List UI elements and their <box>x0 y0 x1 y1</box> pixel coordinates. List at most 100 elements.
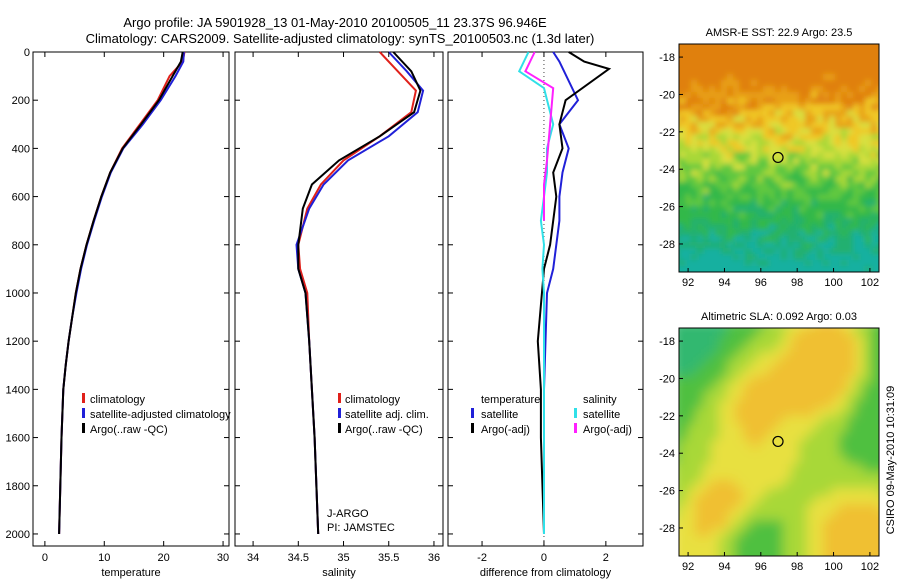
field-cell <box>889 200 896 207</box>
field-cell <box>823 472 832 481</box>
field-cell <box>703 400 712 409</box>
field-cell <box>781 212 788 219</box>
field-cell <box>695 336 704 345</box>
field-cell <box>685 68 692 75</box>
field-cell <box>865 230 872 237</box>
field-cell <box>775 384 784 393</box>
field-cell <box>763 176 770 183</box>
field-cell <box>709 152 716 159</box>
field-cell <box>877 200 879 207</box>
field-cell <box>871 80 878 87</box>
field-cell <box>847 536 856 545</box>
field-cell <box>751 218 758 225</box>
field-cell <box>781 122 788 129</box>
field-cell <box>703 472 712 481</box>
field-cell <box>735 336 744 345</box>
field-cell <box>829 152 836 159</box>
field-cell <box>847 140 854 147</box>
field-cell <box>871 400 879 409</box>
field-cell <box>829 242 836 249</box>
field-cell <box>703 230 710 237</box>
field-cell <box>847 50 854 57</box>
field-cell <box>679 408 688 417</box>
field-cell <box>685 146 692 153</box>
field-cell <box>685 194 692 201</box>
field-cell <box>823 200 830 207</box>
field-cell <box>735 472 744 481</box>
field-cell <box>793 170 800 177</box>
field-cell <box>787 194 794 201</box>
field-cell <box>889 104 896 111</box>
field-cell <box>807 496 816 505</box>
field-cell <box>877 134 879 141</box>
field-cell <box>727 360 736 369</box>
field-cell <box>811 176 818 183</box>
field-cell <box>679 134 686 141</box>
y-tick-label: -18 <box>659 52 675 64</box>
field-cell <box>739 158 746 165</box>
field-cell <box>879 344 888 353</box>
field-cell <box>695 328 704 337</box>
field-cell <box>721 212 728 219</box>
field-cell <box>841 146 848 153</box>
field-cell <box>719 504 728 513</box>
field-cell <box>709 200 716 207</box>
field-cell <box>687 432 696 441</box>
field-cell <box>691 128 698 135</box>
field-cell <box>727 92 734 99</box>
field-cell <box>695 544 704 553</box>
field-cell <box>697 74 704 81</box>
field-cell <box>697 224 704 231</box>
field-cell <box>847 122 854 129</box>
field-cell <box>811 260 818 267</box>
field-cell <box>847 544 856 553</box>
field-cell <box>841 74 848 81</box>
field-cell <box>829 182 836 189</box>
field-cell <box>883 236 890 243</box>
field-cell <box>787 62 794 69</box>
field-cell <box>727 68 734 75</box>
field-cell <box>823 62 830 69</box>
field-cell <box>679 68 686 75</box>
field-cell <box>823 424 832 433</box>
field-cell <box>695 472 704 481</box>
field-cell <box>823 134 830 141</box>
field-cell <box>805 86 812 93</box>
field-cell <box>841 170 848 177</box>
field-cell <box>877 110 879 117</box>
field-cell <box>841 80 848 87</box>
field-cell <box>751 122 758 129</box>
field-cell <box>799 146 806 153</box>
field-cell <box>763 152 770 159</box>
field-cell <box>715 212 722 219</box>
field-cell <box>831 352 840 361</box>
legend-swatch-argo <box>82 423 85 433</box>
field-cell <box>865 188 872 195</box>
field-cell <box>831 504 840 513</box>
field-cell <box>847 448 856 457</box>
field-cell <box>863 424 872 433</box>
field-cell <box>735 328 744 337</box>
field-cell <box>721 224 728 231</box>
field-cell <box>859 164 866 171</box>
field-cell <box>721 56 728 63</box>
field-cell <box>703 440 712 449</box>
field-cell <box>847 230 854 237</box>
field-cell <box>823 260 830 267</box>
field-cell <box>739 80 746 87</box>
field-cell <box>721 146 728 153</box>
field-cell <box>721 158 728 165</box>
x-tick-label: 96 <box>755 277 767 289</box>
field-cell <box>733 62 740 69</box>
field-cell <box>815 504 824 513</box>
temperature-legend: climatology satellite-adjusted climatolo… <box>82 393 231 436</box>
field-cell <box>751 328 760 337</box>
field-cell <box>697 98 704 105</box>
field-cell <box>695 560 704 569</box>
field-cell <box>787 68 794 75</box>
field-cell <box>679 44 686 51</box>
field-cell <box>679 480 688 489</box>
field-cell <box>793 74 800 81</box>
field-cell <box>695 440 704 449</box>
field-cell <box>883 248 890 255</box>
